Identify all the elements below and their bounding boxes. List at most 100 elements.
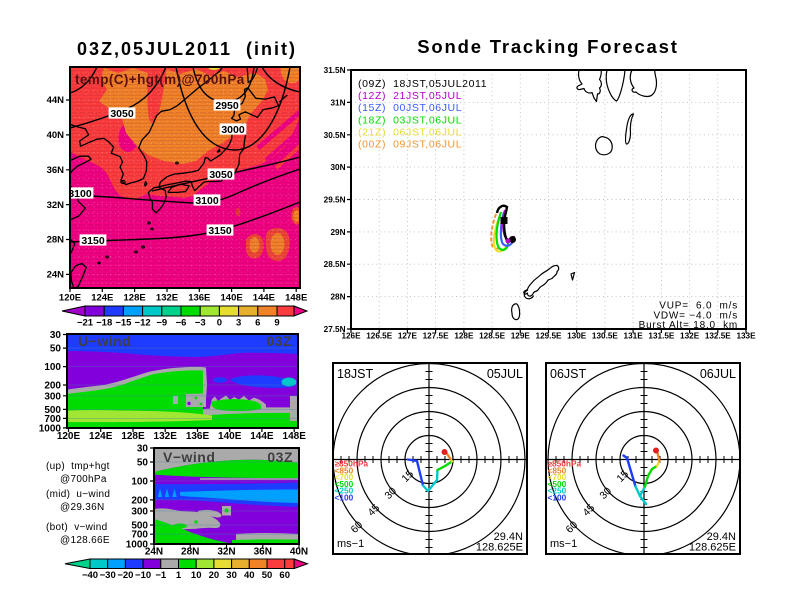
svg-text:500: 500 — [44, 405, 61, 416]
svg-text:@700hPa: @700hPa — [60, 474, 107, 485]
svg-text:700: 700 — [131, 530, 148, 541]
svg-text:32N: 32N — [217, 547, 235, 558]
svg-text:6: 6 — [255, 318, 260, 329]
svg-text:36N: 36N — [47, 165, 65, 176]
svg-text:10: 10 — [191, 570, 202, 581]
svg-text:9: 9 — [274, 318, 279, 329]
svg-text:136E: 136E — [188, 293, 210, 304]
svg-text:36N: 36N — [254, 547, 272, 558]
svg-text:148E: 148E — [285, 293, 307, 304]
svg-text:<850: <850 — [548, 465, 567, 475]
svg-text:1: 1 — [176, 570, 182, 581]
svg-text:06JST: 06JST — [550, 367, 586, 381]
svg-text:120E: 120E — [57, 431, 81, 442]
svg-text:50: 50 — [137, 458, 149, 469]
svg-text:(up) tmp+hgt: (up) tmp+hgt — [46, 461, 110, 472]
svg-text:128E: 128E — [121, 431, 145, 442]
svg-text:28N: 28N — [47, 235, 65, 246]
svg-text:29.4N: 29.4N — [707, 531, 736, 543]
svg-text:3150: 3150 — [208, 225, 232, 237]
svg-text:03Z: 03Z — [267, 449, 293, 465]
svg-text:133E: 133E — [736, 332, 756, 341]
svg-text:3000: 3000 — [221, 124, 245, 136]
svg-text:(15Z) 00JST,06JUL: (15Z) 00JST,06JUL — [358, 102, 462, 114]
svg-text:100: 100 — [44, 362, 61, 373]
svg-text:−1: −1 — [155, 570, 167, 581]
svg-text:144E: 144E — [250, 431, 274, 442]
svg-text:300: 300 — [44, 391, 61, 402]
svg-text:126E: 126E — [341, 332, 361, 341]
svg-text:30: 30 — [226, 570, 237, 581]
svg-text:31N: 31N — [330, 98, 345, 107]
svg-text:05JUL: 05JUL — [487, 367, 523, 381]
svg-text:140E: 140E — [221, 293, 243, 304]
svg-text:≥850hPa: ≥850hPa — [335, 459, 369, 469]
svg-text:3150: 3150 — [81, 235, 105, 247]
svg-text:−21: −21 — [77, 318, 94, 329]
svg-text:128E: 128E — [454, 332, 474, 341]
svg-text:@29.36N: @29.36N — [60, 502, 105, 513]
svg-text:06JUL: 06JUL — [700, 367, 736, 381]
svg-text:132E: 132E — [156, 293, 178, 304]
svg-text:2950: 2950 — [215, 100, 239, 112]
svg-text:20: 20 — [209, 570, 220, 581]
svg-text:120E: 120E — [59, 293, 81, 304]
svg-text:−9: −9 — [156, 318, 167, 329]
svg-text:<250: <250 — [335, 486, 354, 496]
svg-text:131E: 131E — [624, 332, 644, 341]
svg-text:200: 200 — [131, 495, 148, 506]
svg-text:−12: −12 — [135, 318, 151, 329]
svg-text:−30: −30 — [100, 570, 116, 581]
svg-text:126.5E: 126.5E — [366, 332, 392, 341]
svg-text:Burst Alt= 18.0 km: Burst Alt= 18.0 km — [639, 320, 738, 331]
svg-text:27.5N: 27.5N — [324, 325, 346, 334]
svg-text:29.5N: 29.5N — [324, 196, 346, 205]
svg-text:128.625E: 128.625E — [689, 542, 736, 554]
svg-text:−18: −18 — [96, 318, 112, 329]
svg-text:132E: 132E — [154, 431, 178, 442]
svg-text:≥850hPa: ≥850hPa — [548, 459, 582, 469]
svg-text:−15: −15 — [115, 318, 132, 329]
svg-text:30.5N: 30.5N — [324, 131, 346, 140]
svg-text:30: 30 — [137, 444, 149, 455]
svg-text:100: 100 — [131, 477, 148, 488]
svg-text:24N: 24N — [47, 270, 65, 281]
svg-text:144E: 144E — [253, 293, 275, 304]
svg-text:30N: 30N — [330, 163, 345, 172]
svg-text:(18Z) 03JST,06JUL: (18Z) 03JST,06JUL — [358, 114, 462, 126]
svg-text:136E: 136E — [186, 431, 210, 442]
svg-text:24N: 24N — [145, 547, 163, 558]
svg-text:60: 60 — [279, 570, 290, 581]
svg-text:128.5E: 128.5E — [479, 332, 505, 341]
svg-text:30: 30 — [50, 330, 62, 341]
svg-text:V−wind: V−wind — [163, 449, 215, 465]
svg-text:140E: 140E — [218, 431, 242, 442]
svg-text:1000: 1000 — [126, 540, 149, 551]
svg-text:<700: <700 — [548, 472, 567, 482]
svg-text:(mid) u−wind: (mid) u−wind — [46, 489, 110, 500]
svg-text:500: 500 — [131, 521, 148, 532]
svg-text:Sonde Tracking Forecast: Sonde Tracking Forecast — [417, 36, 678, 57]
svg-text:29.4N: 29.4N — [494, 531, 523, 543]
svg-text:<500: <500 — [335, 479, 354, 489]
svg-text:132.5E: 132.5E — [705, 332, 731, 341]
svg-text:3050: 3050 — [110, 108, 134, 120]
svg-text:700: 700 — [44, 414, 61, 425]
svg-text:(bot) v−wind: (bot) v−wind — [46, 522, 107, 533]
svg-text:U−wind: U−wind — [78, 333, 131, 349]
svg-text:0: 0 — [217, 318, 222, 329]
svg-text:40N: 40N — [290, 547, 308, 558]
svg-text:3100: 3100 — [68, 188, 92, 200]
svg-text:3100: 3100 — [195, 195, 219, 207]
svg-text:3050: 3050 — [209, 169, 233, 181]
svg-text:<250: <250 — [548, 486, 567, 496]
svg-text:129.5E: 129.5E — [536, 332, 562, 341]
svg-text:40N: 40N — [47, 130, 65, 141]
svg-text:40: 40 — [244, 570, 255, 581]
svg-text:32N: 32N — [47, 200, 65, 211]
svg-text:28.5N: 28.5N — [324, 260, 346, 269]
svg-text:29N: 29N — [330, 228, 345, 237]
svg-text:300: 300 — [131, 507, 148, 518]
svg-text:128E: 128E — [124, 293, 146, 304]
svg-text:148E: 148E — [283, 431, 307, 442]
